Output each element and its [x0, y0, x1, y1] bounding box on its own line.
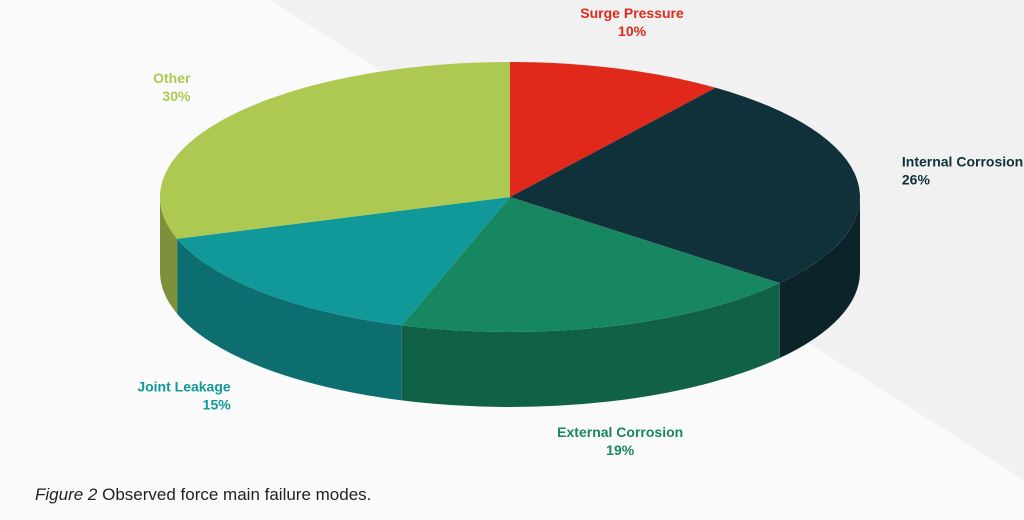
slice: [510, 62, 716, 197]
slice: [401, 197, 780, 332]
slice-label: Other: [153, 70, 191, 86]
caption: Figure 2 Observed force main failure mod…: [35, 485, 371, 504]
slice: [177, 197, 510, 326]
slice-value-label: 26%: [902, 171, 931, 187]
slice-label: Internal Corrosion: [902, 153, 1023, 169]
slice-side: [177, 238, 402, 401]
pie-sides: [160, 197, 860, 407]
slice: [510, 87, 860, 284]
slice-value-label: 10%: [618, 23, 647, 39]
slice-side: [779, 197, 860, 359]
pie-labels: Surge Pressure 10% Internal Corrosion 26% Ex…: [137, 5, 1023, 458]
slice-label: Joint Leakage: [137, 378, 231, 394]
caption-text: Observed force main failure modes.: [102, 485, 371, 504]
slice-side: [401, 283, 780, 407]
slice-value-label: 30%: [162, 88, 191, 104]
slice-side: [160, 197, 178, 314]
slice: [159, 62, 510, 239]
slice-value-label: 15%: [203, 396, 232, 412]
slice-label: External Corrosion: [557, 424, 683, 440]
slice-label: Surge Pressure: [580, 5, 684, 21]
caption-label: Figure 2: [35, 485, 98, 504]
pie-tops: [159, 62, 860, 332]
slice-value-label: 19%: [606, 442, 635, 458]
